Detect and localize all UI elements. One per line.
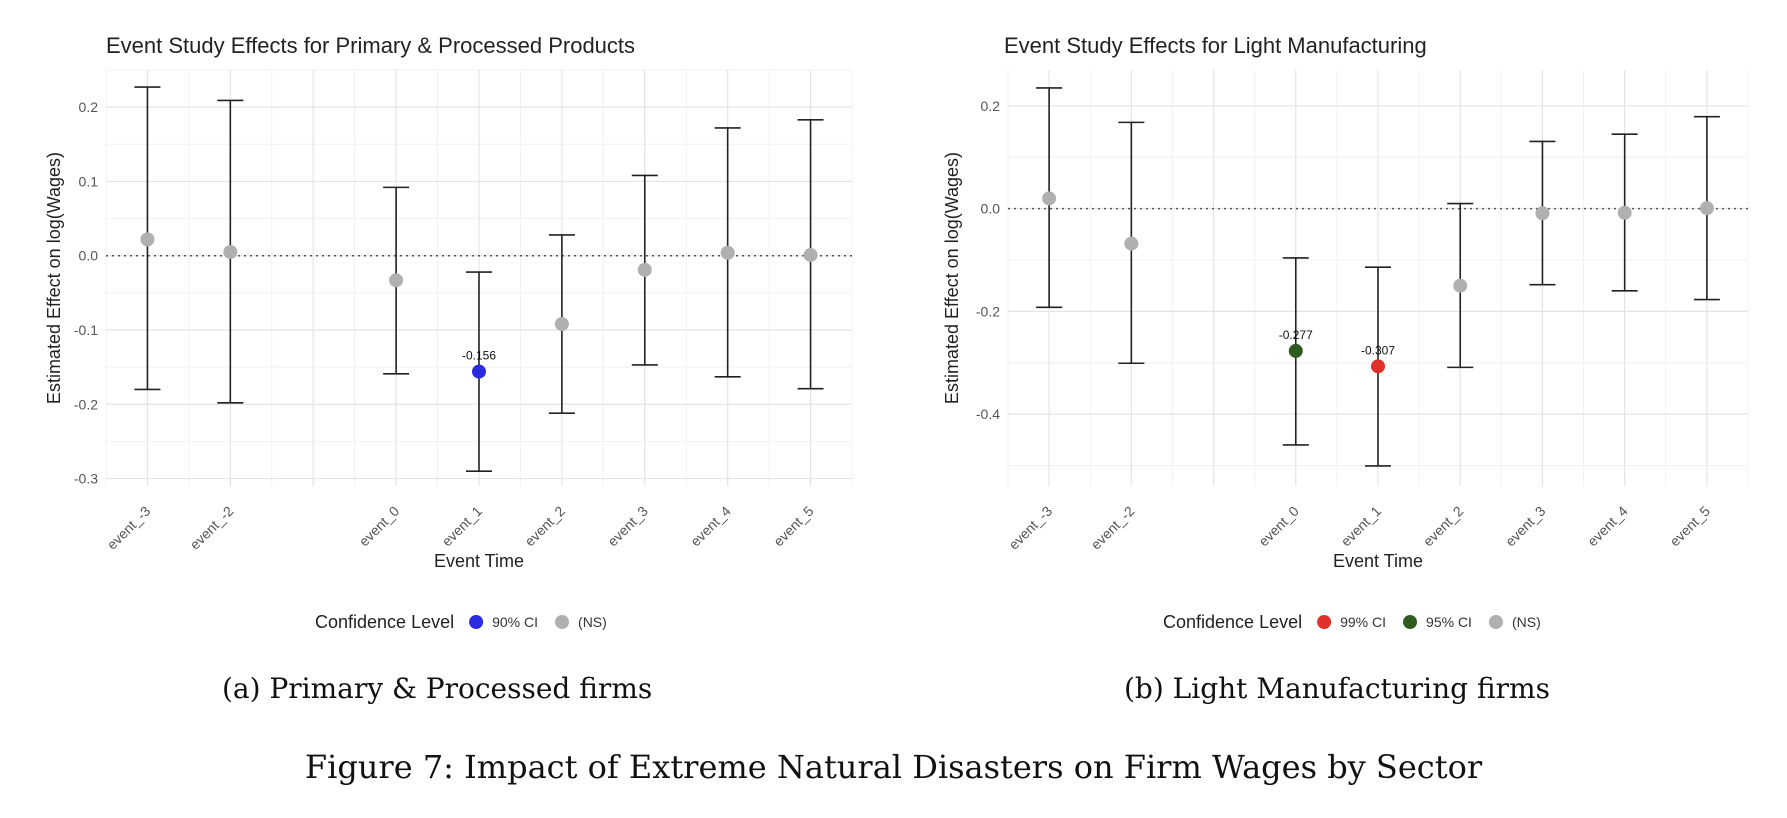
legend-item-label: (NS) — [578, 614, 607, 630]
x-axis-title: Event Time — [434, 551, 524, 571]
estimate-data-label: -0.307 — [1361, 343, 1395, 357]
estimate-data-label: -0.277 — [1279, 328, 1313, 342]
chart-title: Event Study Effects for Light Manufactur… — [1004, 33, 1427, 58]
estimate-point — [140, 232, 155, 247]
x-tick-label: event_5 — [1666, 503, 1713, 550]
x-tick-label: event_0 — [356, 503, 403, 550]
legend-swatch — [1488, 615, 1503, 629]
y-tick-label: 0.0 — [981, 201, 1001, 217]
estimate-point — [720, 245, 735, 260]
x-tick-label: event_1 — [1338, 503, 1385, 550]
chart-panel-b: 0.2 0.0 -0.2 -0.4 event_-3 event_-2 -0.277 even… — [942, 33, 1749, 632]
y-tick-label: 0.0 — [79, 248, 99, 264]
legend-swatch — [1403, 615, 1418, 629]
x-tick-label: event_4 — [687, 503, 734, 550]
chart-title: Event Study Effects for Primary & Proces… — [106, 33, 635, 58]
x-tick-label: event_2 — [1420, 503, 1467, 550]
y-tick-label: -0.1 — [74, 322, 98, 338]
legend-item-label: 90% CI — [492, 614, 538, 630]
x-tick-label: event_2 — [521, 503, 568, 550]
legend: Confidence Level 99% CI 95% CI (NS) — [1163, 612, 1541, 632]
x-tick-label: event_3 — [604, 503, 651, 550]
y-tick-label: 0.2 — [981, 98, 1001, 114]
y-tick-label: -0.2 — [74, 396, 98, 412]
legend-swatch — [1317, 615, 1332, 629]
estimate-point — [1288, 343, 1303, 358]
estimate-point — [223, 245, 238, 259]
legend-item-label: 99% CI — [1340, 614, 1386, 630]
estimate-point — [637, 262, 652, 277]
estimate-point — [1371, 359, 1385, 374]
y-tick-label: -0.3 — [74, 471, 98, 487]
estimate-point — [803, 247, 818, 262]
x-tick-label: event_-3 — [104, 503, 154, 553]
x-tick-label: event_4 — [1584, 503, 1631, 550]
estimate-point — [1617, 205, 1632, 220]
estimate-point — [1699, 201, 1714, 216]
estimate-point — [1453, 278, 1468, 293]
legend-title: Confidence Level — [1163, 612, 1302, 632]
estimate-data-label: -0.156 — [462, 349, 496, 363]
y-tick-label: -0.4 — [976, 406, 1000, 422]
x-tick-label: event_-2 — [187, 503, 237, 553]
x-tick-label: event_-2 — [1088, 503, 1138, 553]
y-tick-label: 0.2 — [79, 99, 99, 115]
estimate-point — [1124, 236, 1139, 251]
subcaption-a: (a) Primary & Processed firms — [222, 672, 653, 705]
estimate-point — [1042, 191, 1057, 206]
x-tick-label: event_-3 — [1005, 503, 1055, 553]
x-tick-label: event_3 — [1502, 503, 1549, 550]
legend-swatch — [555, 615, 570, 629]
y-axis-title: Estimated Effect on log(Wages) — [942, 152, 962, 404]
estimate-point — [554, 317, 569, 332]
x-tick-label: event_0 — [1255, 503, 1302, 550]
subcaption-b: (b) Light Manufacturing firms — [1124, 672, 1550, 705]
estimate-point — [389, 273, 404, 288]
legend-swatch — [469, 615, 484, 629]
x-tick-label: event_5 — [770, 503, 817, 550]
y-axis-title: Estimated Effect on log(Wages) — [44, 152, 64, 404]
legend-title: Confidence Level — [315, 612, 454, 632]
y-tick-label: -0.2 — [976, 303, 1000, 319]
x-axis-title: Event Time — [1333, 551, 1423, 571]
legend-item-label: 95% CI — [1426, 614, 1472, 630]
legend-item-label: (NS) — [1512, 614, 1541, 630]
figure-charts: 0.2 0.1 0.0 -0.1 -0.2 -0.3 event_-3 event_-2 eve… — [44, 33, 1749, 632]
x-tick-label: event_1 — [439, 503, 486, 550]
estimate-point — [472, 364, 486, 379]
figure-caption: Figure 7: Impact of Extreme Natural Disa… — [304, 748, 1483, 786]
y-tick-label: 0.1 — [79, 173, 99, 189]
estimate-point — [1535, 206, 1550, 221]
chart-panel-a: 0.2 0.1 0.0 -0.1 -0.2 -0.3 event_-3 event_-2 eve… — [44, 33, 853, 632]
legend: Confidence Level 90% CI (NS) — [315, 612, 607, 632]
